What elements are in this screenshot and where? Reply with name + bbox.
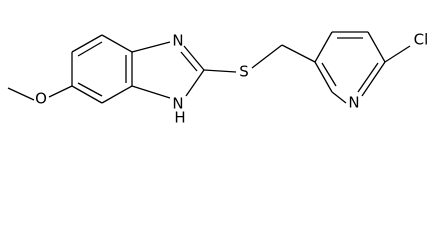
bond [180, 51, 198, 72]
atom-label: O [35, 90, 47, 108]
atom-label: Cl [414, 31, 429, 49]
bond [357, 62, 379, 93]
bond [314, 61, 333, 93]
bond [321, 62, 337, 87]
bond [384, 45, 411, 63]
bond [331, 91, 347, 104]
bonds [7, 31, 411, 104]
atom-label: N [172, 32, 183, 50]
bond [71, 85, 103, 104]
bond [77, 41, 103, 57]
bond [251, 44, 283, 69]
bond [77, 82, 103, 97]
bond [131, 41, 171, 53]
atom-label: H [174, 109, 185, 125]
molecule-diagram: O N N H S N Cl [7, 31, 429, 125]
bond [361, 61, 386, 97]
bond [101, 85, 133, 104]
bond [203, 69, 237, 73]
bond [131, 85, 171, 99]
atom-label: N [172, 95, 183, 113]
bond [281, 44, 316, 63]
bond [183, 45, 205, 71]
bond [48, 85, 73, 98]
bond [101, 34, 133, 53]
atom-label: S [239, 63, 249, 81]
bond [314, 31, 333, 63]
bond [185, 69, 205, 97]
bond [7, 87, 35, 101]
bond [71, 34, 103, 53]
atom-label: N [348, 94, 359, 112]
bond [367, 31, 386, 63]
